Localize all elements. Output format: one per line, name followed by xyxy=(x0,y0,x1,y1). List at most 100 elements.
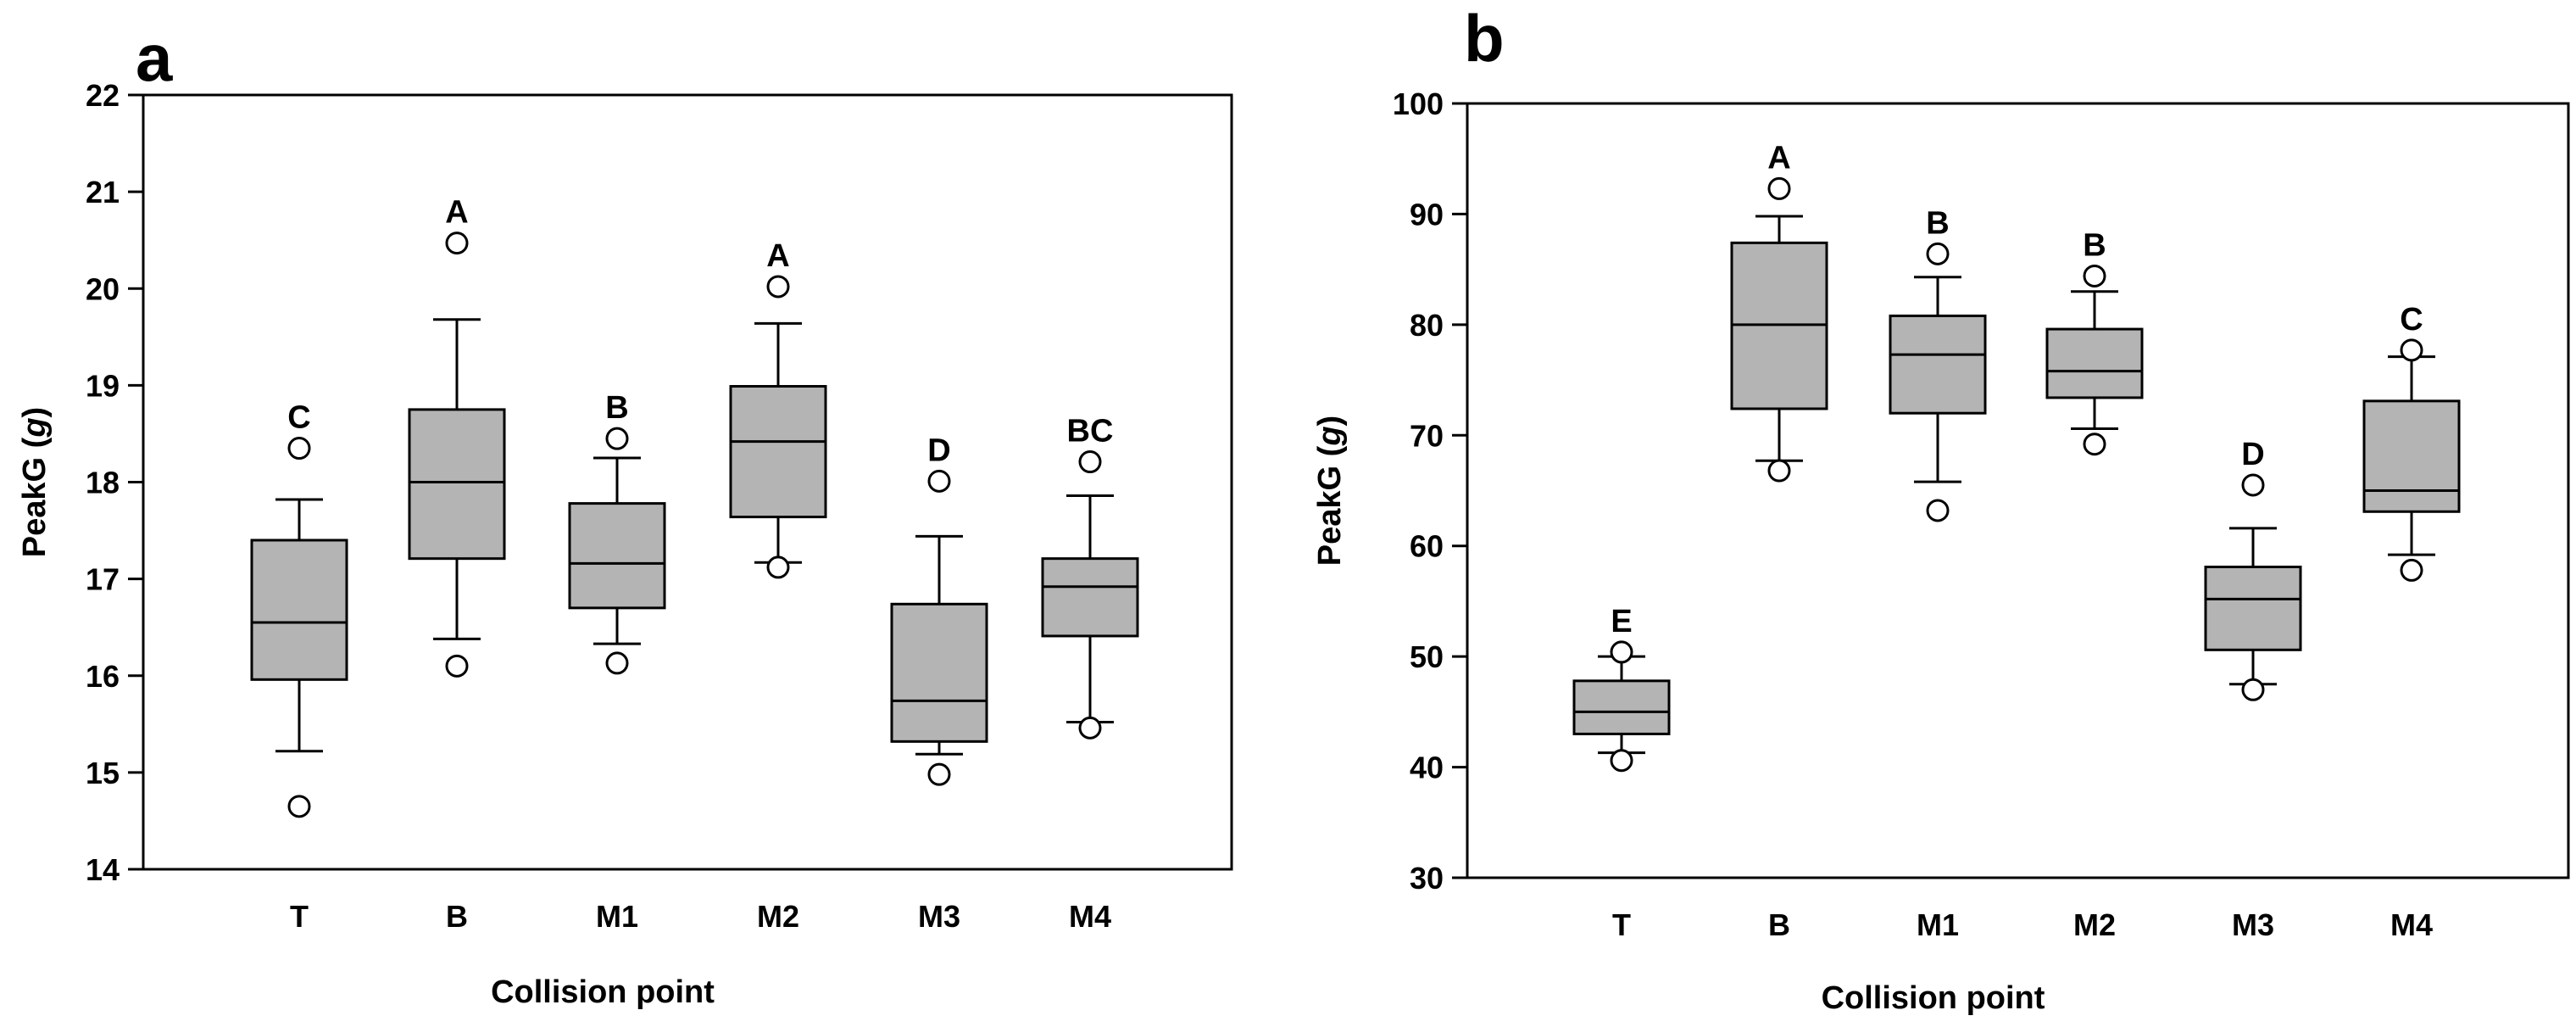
box-group-M3: D xyxy=(890,433,988,786)
box-iqr xyxy=(2204,565,2302,651)
outlier-point xyxy=(2400,338,2423,362)
box-group-M3: D xyxy=(2204,437,2302,701)
outlier-point xyxy=(1767,176,1791,200)
y-tick-label: 40 xyxy=(1410,751,1444,785)
y-tick-label: 30 xyxy=(1410,861,1444,896)
x-axis-title: Collision point xyxy=(491,974,715,1010)
outlier-point xyxy=(445,654,469,678)
outlier-point xyxy=(287,795,311,818)
x-tick-label: T xyxy=(1612,907,1631,942)
box-group-M2: B xyxy=(2045,227,2144,456)
outlier-point xyxy=(287,437,311,460)
outlier-point xyxy=(1078,450,1102,474)
outlier-point xyxy=(605,427,629,450)
y-axis-title-paren-close: ) xyxy=(17,407,53,418)
x-tick-label: M3 xyxy=(2232,907,2274,942)
y-tick-label: 60 xyxy=(1410,529,1444,564)
box-iqr xyxy=(1041,557,1139,638)
x-tick-label: M1 xyxy=(1917,907,1959,942)
box-iqr xyxy=(250,539,348,681)
y-tick-label: 50 xyxy=(1410,639,1444,674)
outlier-point xyxy=(1610,640,1633,664)
outlier-point xyxy=(2083,433,2106,456)
outlier-point xyxy=(605,651,629,675)
x-tick-label: B xyxy=(1768,907,1790,942)
x-tick-label: B xyxy=(446,899,468,934)
significance-letter: B xyxy=(2083,227,2106,263)
box-group-T: C xyxy=(250,400,348,818)
box-iqr xyxy=(2045,327,2144,399)
box-group-B: A xyxy=(408,195,506,678)
outlier-point xyxy=(766,275,790,299)
outlier-point xyxy=(2241,473,2265,497)
y-axis-title-paren-close: ) xyxy=(1312,416,1348,427)
y-axis-title-paren-open: ( xyxy=(17,437,53,457)
panel-label: a xyxy=(136,20,173,95)
y-tick-label: 16 xyxy=(86,659,120,694)
significance-letter: A xyxy=(445,195,468,231)
outlier-point xyxy=(445,232,469,255)
outlier-point xyxy=(927,762,951,786)
y-tick-label: 19 xyxy=(86,368,120,403)
panel-b: b 30 40 50 60 70 80 90 100 PeakG (g) T B M1 M2 M3 M4 Col… xyxy=(1312,1,2570,1016)
y-axis-title-text: PeakG xyxy=(1312,466,1348,566)
box-group-T: E xyxy=(1572,604,1671,773)
box-iqr xyxy=(1889,314,1987,415)
y-axis-title: PeakG (g) xyxy=(17,407,53,557)
outlier-point xyxy=(1926,242,1950,265)
y-axis-title-paren-open: ( xyxy=(1312,445,1348,466)
x-tick-label: T xyxy=(290,899,309,934)
y-tick-label: 20 xyxy=(86,271,120,306)
y-axis-title-text: PeakG xyxy=(17,457,53,557)
box-group-M4: C xyxy=(2362,302,2461,582)
box-iqr xyxy=(2362,399,2461,513)
box-group-M1: B xyxy=(568,390,666,675)
x-tick-label: M4 xyxy=(2390,907,2433,942)
y-axis-title-unit: g xyxy=(17,417,53,438)
y-axis-title-unit: g xyxy=(1312,426,1348,446)
panel-label: b xyxy=(1464,1,1505,75)
box-iqr xyxy=(729,385,827,519)
x-tick-label: M2 xyxy=(2073,907,2116,942)
plot-frame xyxy=(1466,102,2570,879)
y-tick-label: 80 xyxy=(1410,308,1444,343)
box-iqr xyxy=(890,602,988,743)
y-tick-label: 70 xyxy=(1410,418,1444,453)
x-tick-label: M4 xyxy=(1069,899,1111,934)
y-tick-label: 18 xyxy=(86,466,120,500)
significance-letter: BC xyxy=(1067,414,1114,449)
outlier-point xyxy=(766,555,790,579)
panel-a: a 14 15 16 17 18 19 20 21 22 PeakG (g) T B M1 M2 M3 M4 Co… xyxy=(17,20,1233,1010)
plot-frame xyxy=(142,93,1233,871)
y-axis-title: PeakG (g) xyxy=(1312,416,1348,566)
x-tick-label: M2 xyxy=(757,899,799,934)
significance-letter: D xyxy=(927,433,950,468)
y-tick-label: 14 xyxy=(86,852,120,887)
box-iqr xyxy=(568,502,666,610)
significance-letter: A xyxy=(1767,140,1790,176)
significance-letter: A xyxy=(766,238,789,274)
significance-letter: C xyxy=(2400,302,2423,338)
x-axis-title: Collision point xyxy=(1822,980,2045,1016)
y-tick-label: 21 xyxy=(86,175,120,209)
outlier-point xyxy=(2400,558,2423,582)
y-tick-label: 17 xyxy=(86,562,120,597)
x-tick-label: M3 xyxy=(918,899,960,934)
box-group-B: A xyxy=(1730,140,1828,483)
y-tick-label: 22 xyxy=(86,78,120,113)
outlier-point xyxy=(1610,749,1633,773)
outlier-point xyxy=(2241,678,2265,701)
box-group-M2: A xyxy=(729,238,827,579)
y-tick-label: 90 xyxy=(1410,197,1444,232)
outlier-point xyxy=(927,469,951,493)
significance-letter: B xyxy=(605,390,628,426)
significance-letter: D xyxy=(2241,437,2264,472)
box-iqr xyxy=(408,408,506,561)
box-group-M4: BC xyxy=(1041,414,1139,740)
box-group-M1: B xyxy=(1889,205,1987,522)
outlier-point xyxy=(2083,264,2106,287)
significance-letter: C xyxy=(287,400,310,436)
outlier-point xyxy=(1078,716,1102,740)
significance-letter: E xyxy=(1611,604,1632,639)
